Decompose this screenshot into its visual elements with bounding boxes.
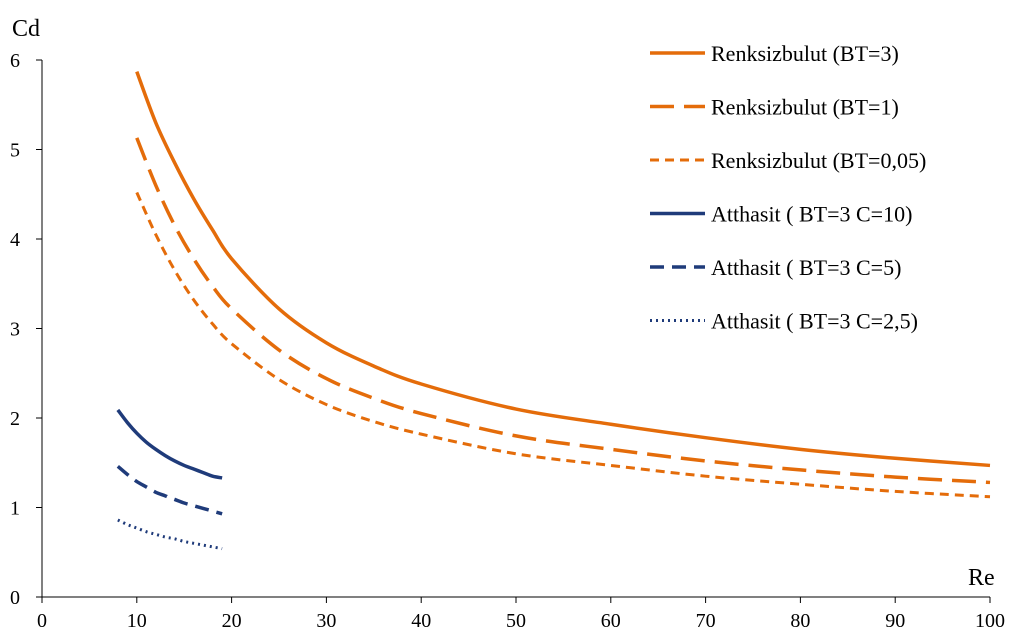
x-tick-label: 60 <box>601 610 621 632</box>
legend: Renksizbulut (BT=3) Renksizbulut (BT=1) Re… <box>650 41 926 334</box>
y-ticks: 0 1 2 3 4 5 6 <box>10 50 42 609</box>
x-ticks: 0 10 20 30 40 50 60 70 80 90 100 <box>37 597 1005 632</box>
series-line-3 <box>135 191 991 499</box>
y-tick-label: 3 <box>10 319 20 341</box>
y-tick-label: 2 <box>10 408 20 430</box>
x-tick-label: 80 <box>790 610 810 632</box>
y-axis-title: Cd <box>12 16 40 42</box>
series-line-4 <box>116 408 223 480</box>
legend-label-3: Renksizbulut (BT=0,05) <box>711 148 926 173</box>
series-line-1 <box>135 71 991 468</box>
y-tick-label: 6 <box>10 50 20 72</box>
x-tick-label: 90 <box>885 610 905 632</box>
x-tick-label: 30 <box>316 610 336 632</box>
y-tick-label: 4 <box>10 229 20 251</box>
series-line-6 <box>117 518 223 551</box>
series-line-2 <box>135 137 991 485</box>
legend-label-4: Atthasit ( BT=3 C=10) <box>711 202 912 227</box>
legend-label-1: Renksizbulut (BT=3) <box>711 41 899 66</box>
y-tick-label: 0 <box>10 587 20 609</box>
x-tick-label: 0 <box>37 610 47 632</box>
x-tick-label: 50 <box>506 610 526 632</box>
x-tick-label: 20 <box>222 610 242 632</box>
series-group <box>116 71 991 551</box>
legend-label-6: Atthasit ( BT=3 C=2,5) <box>711 309 918 334</box>
legend-label-2: Renksizbulut (BT=1) <box>711 95 899 120</box>
y-tick-label: 5 <box>10 140 20 162</box>
x-tick-label: 70 <box>696 610 716 632</box>
x-tick-label: 40 <box>411 610 431 632</box>
x-tick-label: 100 <box>975 610 1005 632</box>
legend-label-5: Atthasit ( BT=3 C=5) <box>711 255 901 280</box>
y-tick-label: 1 <box>10 498 20 520</box>
series-line-5 <box>116 464 223 516</box>
x-tick-label: 10 <box>127 610 147 632</box>
x-axis-title: Re <box>968 565 995 591</box>
